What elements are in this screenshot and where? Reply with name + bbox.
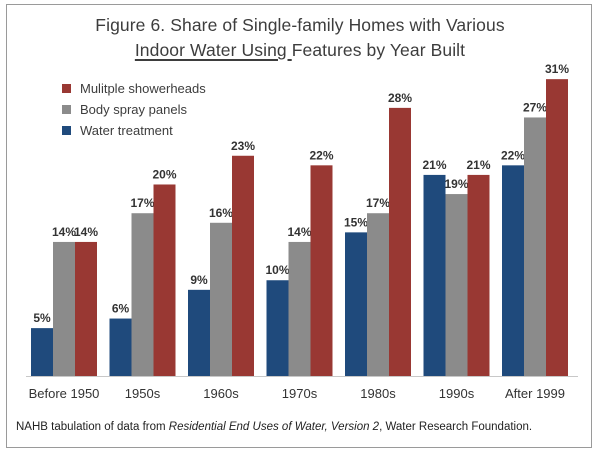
- bar-body-spray: [210, 223, 232, 376]
- bar-chart: 5%14%14%Before 19506%17%20%1950s9%16%23%…: [0, 0, 600, 454]
- bar-body-spray: [289, 242, 311, 376]
- data-label-body-spray: 17%: [366, 196, 390, 210]
- bar-showerheads: [468, 175, 490, 376]
- x-tick-label: 1980s: [360, 386, 396, 401]
- data-label-body-spray: 14%: [52, 225, 76, 239]
- x-tick-label: 1970s: [282, 386, 318, 401]
- source-title: Residential End Uses of Water, Version 2: [169, 421, 379, 433]
- data-label-showerheads: 28%: [388, 91, 412, 105]
- bar-water-treatment: [31, 328, 53, 376]
- data-label-water-treatment: 22%: [501, 148, 525, 162]
- bar-water-treatment: [188, 290, 210, 376]
- bar-water-treatment: [424, 175, 446, 376]
- data-label-showerheads: 23%: [231, 139, 255, 153]
- data-label-showerheads: 14%: [74, 225, 98, 239]
- data-label-water-treatment: 10%: [265, 263, 289, 277]
- source-note: NAHB tabulation of data from Residential…: [16, 421, 532, 433]
- data-label-showerheads: 31%: [545, 62, 569, 76]
- data-label-body-spray: 19%: [444, 177, 468, 191]
- bar-water-treatment: [345, 232, 367, 376]
- data-label-water-treatment: 15%: [344, 215, 368, 229]
- x-tick-label: 1950s: [125, 386, 161, 401]
- x-tick-label: Before 1950: [29, 386, 100, 401]
- bar-water-treatment: [502, 165, 524, 376]
- data-label-body-spray: 27%: [523, 100, 547, 114]
- x-tick-label: After 1999: [505, 386, 565, 401]
- x-tick-label: 1960s: [203, 386, 239, 401]
- data-label-body-spray: 14%: [287, 225, 311, 239]
- data-label-water-treatment: 9%: [190, 273, 208, 287]
- bar-showerheads: [154, 184, 176, 376]
- data-label-body-spray: 16%: [209, 206, 233, 220]
- data-label-water-treatment: 6%: [112, 302, 130, 316]
- bar-showerheads: [546, 79, 568, 376]
- bar-showerheads: [389, 108, 411, 376]
- bar-showerheads: [232, 156, 254, 376]
- bar-body-spray: [524, 117, 546, 376]
- bar-body-spray: [446, 194, 468, 376]
- data-label-showerheads: 20%: [152, 167, 176, 181]
- data-label-water-treatment: 21%: [422, 158, 446, 172]
- data-label-water-treatment: 5%: [33, 311, 51, 325]
- data-label-body-spray: 17%: [130, 196, 154, 210]
- bar-showerheads: [75, 242, 97, 376]
- bar-body-spray: [132, 213, 154, 376]
- data-label-showerheads: 22%: [309, 148, 333, 162]
- data-label-showerheads: 21%: [466, 158, 490, 172]
- bar-showerheads: [311, 165, 333, 376]
- bar-body-spray: [367, 213, 389, 376]
- bar-water-treatment: [110, 319, 132, 376]
- bar-body-spray: [53, 242, 75, 376]
- x-tick-label: 1990s: [439, 386, 475, 401]
- source-prefix: NAHB tabulation of data from: [16, 421, 169, 433]
- source-suffix: , Water Research Foundation.: [379, 421, 532, 433]
- bar-water-treatment: [267, 280, 289, 376]
